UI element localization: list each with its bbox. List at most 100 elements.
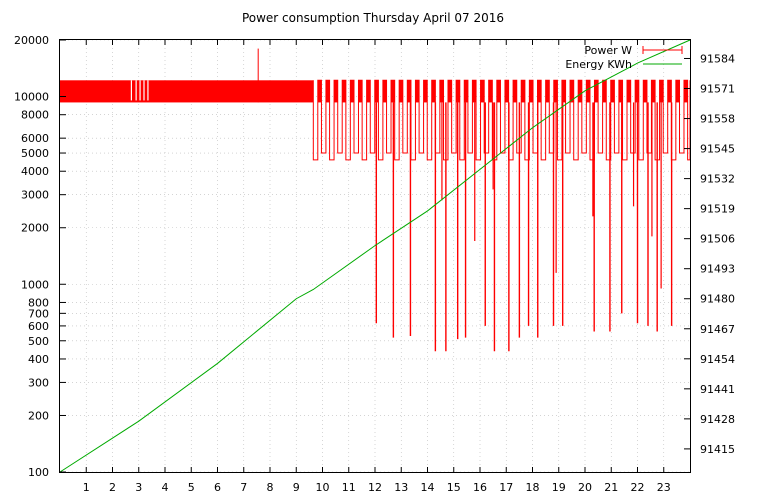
x-tick-label-8: 9 (293, 481, 300, 494)
x-tick-label-3: 4 (162, 481, 169, 494)
power-pulse-top (358, 80, 363, 103)
y-left-tick-label-10: 3000 (21, 189, 49, 202)
y-left-tick-label-14: 8000 (21, 109, 49, 122)
y-left-tick-label-9: 2000 (21, 222, 49, 235)
power-pulse-top (675, 80, 680, 103)
x-tick-label-5: 6 (214, 481, 221, 494)
power-pulse-top (586, 80, 590, 103)
y-right-tick-label-12: 91571 (700, 83, 735, 96)
y-right-tick-label-11: 91558 (700, 113, 735, 126)
power-pulse-top (334, 80, 338, 103)
x-tick-label-14: 15 (447, 481, 461, 494)
power-pulse-top (618, 80, 623, 103)
y-left-tick-label-11: 4000 (21, 165, 49, 178)
power-pulse-top (496, 80, 501, 103)
power-pulse-top (504, 80, 509, 103)
y-right-tick-label-1: 91428 (700, 413, 735, 426)
power-pulse-top (521, 80, 525, 103)
y-axis-right: 91415 91428 91441 91454 91467 91480 91493 91506… (684, 52, 735, 456)
y-right-tick-label-4: 91467 (700, 323, 735, 336)
x-tick-label-4: 5 (188, 481, 195, 494)
power-pulse-top (423, 80, 428, 103)
y-left-tick-label-15: 10000 (14, 91, 49, 104)
x-tick-label-17: 18 (526, 481, 540, 494)
power-pulse-top (561, 80, 566, 103)
y-right-tick-label-13: 91584 (700, 52, 735, 65)
series-power-w (60, 48, 691, 352)
power-pulse-top (464, 80, 468, 103)
power-pulse-top (439, 80, 444, 103)
plot-area-frame (59, 39, 691, 473)
legend: Power W Energy KWh (565, 44, 683, 71)
x-tick-label-0: 1 (83, 481, 90, 494)
power-pulse-top (350, 80, 354, 103)
legend-label-energy: Energy KWh (565, 58, 632, 71)
x-tick-label-16: 17 (499, 481, 513, 494)
y-right-tick-label-9: 91532 (700, 173, 735, 186)
power-pulse-top (374, 80, 379, 103)
power-pulse-top (667, 80, 672, 103)
x-tick-label-9: 10 (316, 481, 330, 494)
x-tick-label-19: 20 (578, 481, 592, 494)
chart-title: Power consumption Thursday April 07 2016 (242, 11, 504, 25)
legend-label-power: Power W (584, 44, 632, 57)
x-tick-label-15: 16 (473, 481, 487, 494)
power-pulse-top (431, 80, 436, 103)
power-pulse-top (325, 80, 330, 103)
power-pulse-top (382, 80, 387, 103)
power-pulse-top (553, 80, 558, 103)
y-right-tick-label-8: 91519 (700, 203, 735, 216)
y-left-tick-label-12: 5000 (21, 147, 49, 160)
y-left-tick-label-16: 20000 (14, 34, 49, 47)
energy-line (59, 39, 691, 473)
y-left-tick-label-5: 600 (28, 320, 49, 333)
y-right-tick-label-3: 91454 (700, 353, 735, 366)
y-left-tick-label-4: 500 (28, 335, 49, 348)
power-pulse-top (391, 80, 395, 103)
y-left-tick-label-7: 800 (28, 296, 49, 309)
y-left-tick-label-3: 400 (28, 353, 49, 366)
x-tick-label-11: 12 (368, 481, 382, 494)
y-right-tick-label-0: 91415 (700, 443, 735, 456)
x-tick-label-21: 22 (631, 481, 645, 494)
power-pulse-top (407, 80, 411, 103)
x-tick-label-10: 11 (342, 481, 356, 494)
power-pulse-top (643, 80, 647, 103)
power-pulse-top (488, 80, 493, 103)
y-right-tick-label-10: 91545 (700, 143, 735, 156)
y-left-tick-label-8: 1000 (21, 278, 49, 291)
power-pulse-top (683, 80, 688, 103)
power-pulse-top (651, 80, 656, 103)
power-pulse-top (366, 80, 371, 103)
series-energy-kwh (59, 39, 691, 473)
x-tick-label-12: 13 (394, 481, 408, 494)
y-left-tick-label-6: 700 (28, 307, 49, 320)
power-pulse-top (415, 80, 420, 103)
power-pulse-top (472, 80, 477, 103)
power-pulse-top (529, 80, 534, 103)
x-tick-label-20: 21 (604, 481, 618, 494)
y-right-tick-label-6: 91493 (700, 263, 735, 276)
power-pulse-top (480, 80, 485, 103)
power-pulse-top (635, 80, 639, 103)
power-pulse-top (537, 80, 542, 103)
power-pulse-top (610, 80, 615, 103)
power-band-dense (60, 80, 314, 103)
power-pulse-top (513, 80, 517, 103)
y-left-tick-label-2: 300 (28, 376, 49, 389)
x-tick-label-2: 3 (135, 481, 142, 494)
power-pulse-top (317, 80, 322, 103)
power-pulse-top (594, 80, 599, 103)
power-pulse-top (627, 80, 631, 103)
power-pulse-top (545, 80, 550, 103)
x-tick-label-18: 19 (552, 481, 566, 494)
power-pulse-top (399, 80, 403, 103)
y-left-tick-label-0: 100 (28, 466, 49, 479)
y-right-tick-label-5: 91480 (700, 293, 735, 306)
y-right-tick-label-2: 91441 (700, 383, 735, 396)
x-tick-label-6: 7 (240, 481, 247, 494)
x-tick-label-22: 23 (657, 481, 671, 494)
y-left-tick-label-1: 200 (28, 409, 49, 422)
